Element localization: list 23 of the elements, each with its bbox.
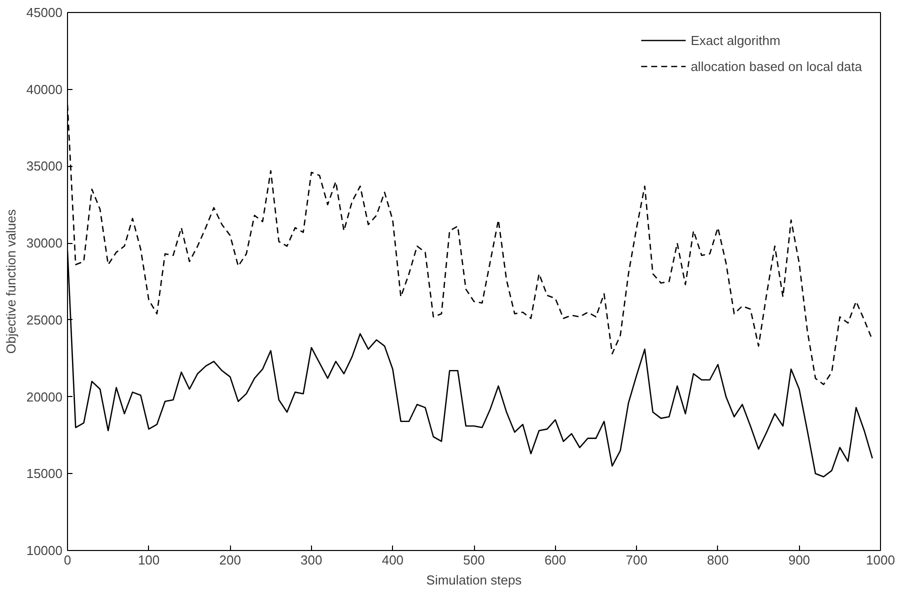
y-tick-label: 25000 xyxy=(26,312,63,328)
y-tick-label: 30000 xyxy=(26,236,63,251)
x-tick-label: 600 xyxy=(544,552,566,568)
y-tick-label: 35000 xyxy=(26,158,63,174)
y-axis-title: Objective function values xyxy=(3,208,18,354)
y-tick-label: 40000 xyxy=(26,82,63,97)
x-tick-label: 1000 xyxy=(866,552,895,568)
y-tick-label: 45000 xyxy=(26,5,63,20)
x-tick-label: 300 xyxy=(300,552,322,568)
legend-label: allocation based on local data xyxy=(690,58,862,74)
x-tick-label: 100 xyxy=(138,552,160,568)
x-tick-label: 700 xyxy=(626,552,648,568)
x-axis-title: Simulation steps xyxy=(426,572,522,588)
x-tick-label: 800 xyxy=(707,552,729,568)
x-tick-label: 0 xyxy=(64,552,72,568)
y-tick-label: 15000 xyxy=(26,466,63,482)
y-tick-label: 20000 xyxy=(26,389,63,404)
x-tick-label: 200 xyxy=(219,552,241,568)
x-tick-label: 500 xyxy=(463,552,485,568)
x-tick-label: 400 xyxy=(382,552,404,568)
legend-label: Exact algorithm xyxy=(690,32,780,48)
y-tick-label: 10000 xyxy=(26,543,63,558)
x-tick-label: 900 xyxy=(788,552,810,568)
